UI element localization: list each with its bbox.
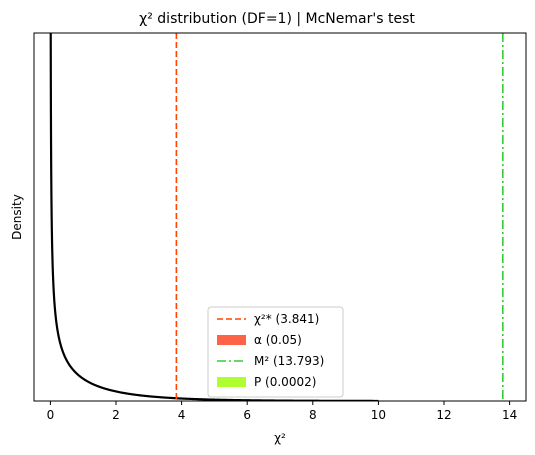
x-tick-label: 8	[309, 408, 317, 422]
x-tick-label: 6	[243, 408, 251, 422]
chart-title: χ² distribution (DF=1) | McNemar's test	[139, 11, 415, 27]
x-tick-label: 4	[178, 408, 186, 422]
legend-label: P (0.0002)	[254, 375, 316, 389]
legend-label: χ²* (3.841)	[254, 312, 319, 326]
x-tick-label: 12	[436, 408, 451, 422]
legend-label: M² (13.793)	[254, 354, 324, 368]
x-tick-label: 0	[47, 408, 55, 422]
y-axis-label: Density	[10, 194, 24, 240]
x-tick-label: 14	[502, 408, 517, 422]
legend: χ²* (3.841) α (0.05) M² (13.793) P (0.0002)	[207, 306, 344, 398]
legend-patch-swatch	[217, 335, 246, 345]
density-curve	[49, 33, 379, 401]
legend-patch-swatch	[217, 377, 246, 387]
x-tick-label: 2	[112, 408, 120, 422]
legend-label: α (0.05)	[254, 333, 302, 347]
plot-frame	[33, 32, 527, 402]
x-tick-label: 10	[371, 408, 386, 422]
legend-box	[207, 306, 344, 398]
x-axis-label: χ²	[274, 431, 286, 445]
